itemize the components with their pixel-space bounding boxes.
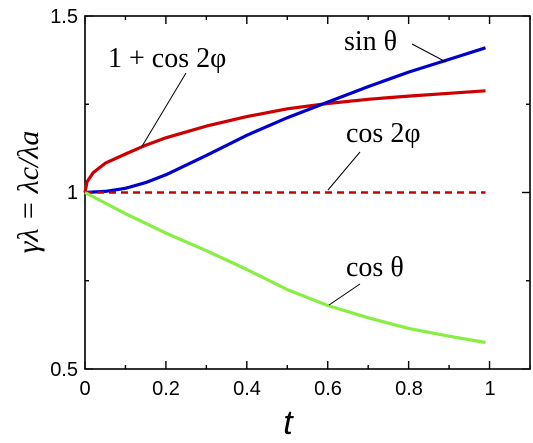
x-tick-label-1: 0.2 xyxy=(152,378,180,400)
series-lines xyxy=(83,46,486,345)
series-line-3 xyxy=(84,191,486,345)
annotation-leader-1 xyxy=(411,43,447,63)
annotation-leader-0 xyxy=(140,72,187,149)
series-line-1 xyxy=(84,46,486,195)
y-axis-title: γλ = λc/λa xyxy=(12,131,45,254)
x-tick-label-0: 0 xyxy=(79,378,90,400)
annotation-leader-3 xyxy=(328,283,361,306)
annotation-sin-theta: sin θ xyxy=(344,26,397,57)
series-line-0 xyxy=(83,89,486,193)
y-tick-label-1: 1 xyxy=(67,182,78,204)
annotation-leaders xyxy=(140,43,447,306)
y-tick-label-2: 1.5 xyxy=(50,6,78,28)
annotation-cos-theta: cos θ xyxy=(346,252,404,283)
x-tick-label-5: 1 xyxy=(484,378,495,400)
x-tick-label-4: 0.8 xyxy=(395,378,423,400)
annotation-leader-2 xyxy=(327,151,361,191)
annotation-one-plus-cos-2phi: 1 + cos 2φ xyxy=(108,43,226,74)
axis-ticks xyxy=(84,15,531,370)
annotation-cos-2phi: cos 2φ xyxy=(346,118,420,149)
x-tick-label-3: 0.6 xyxy=(314,378,342,400)
x-tick-label-2: 0.4 xyxy=(233,378,261,400)
x-axis-title: t xyxy=(283,404,294,442)
y-tick-label-0: 0.5 xyxy=(50,359,78,381)
